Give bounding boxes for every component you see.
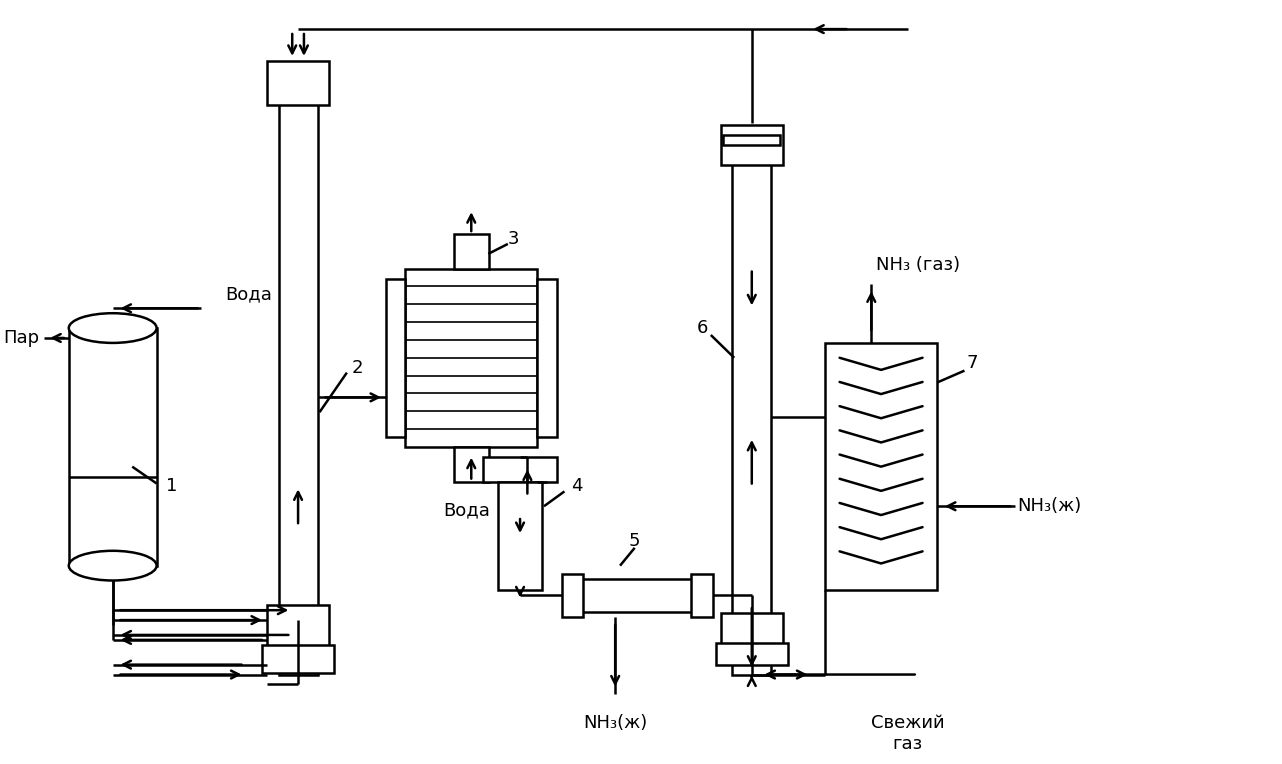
Text: NH₃ (газ): NH₃ (газ)	[876, 256, 960, 274]
Bar	[278, 80, 318, 675]
Bar	[581, 578, 694, 612]
Bar	[483, 457, 556, 481]
Bar	[720, 613, 783, 652]
Text: 3: 3	[508, 230, 519, 248]
Text: Свежий
газ: Свежий газ	[870, 714, 945, 753]
Bar	[499, 481, 542, 591]
Text: NH₃(ж): NH₃(ж)	[583, 714, 647, 732]
Bar	[537, 279, 556, 437]
Text: Вода: Вода	[444, 501, 490, 520]
Text: Пар: Пар	[4, 329, 40, 347]
Bar	[405, 269, 537, 447]
Bar	[562, 574, 583, 617]
Text: 4: 4	[572, 478, 583, 495]
Bar	[267, 61, 329, 105]
Bar	[824, 343, 937, 591]
Bar	[262, 645, 335, 672]
Bar	[720, 125, 783, 165]
Text: 1: 1	[167, 478, 178, 495]
Text: 6: 6	[696, 319, 708, 337]
Bar	[69, 328, 156, 565]
Text: 7: 7	[967, 354, 978, 372]
Bar	[454, 447, 488, 481]
Bar	[715, 643, 788, 665]
Bar	[732, 145, 772, 675]
Bar	[386, 279, 405, 437]
Bar	[454, 234, 488, 269]
Ellipse shape	[69, 313, 156, 343]
Ellipse shape	[69, 551, 156, 581]
Text: 2: 2	[351, 358, 363, 377]
Bar	[723, 135, 779, 145]
Text: NH₃(ж): NH₃(ж)	[1017, 497, 1082, 515]
Bar	[691, 574, 713, 617]
Text: 5: 5	[629, 532, 641, 550]
Text: Вода: Вода	[224, 285, 272, 303]
Bar	[267, 605, 329, 659]
